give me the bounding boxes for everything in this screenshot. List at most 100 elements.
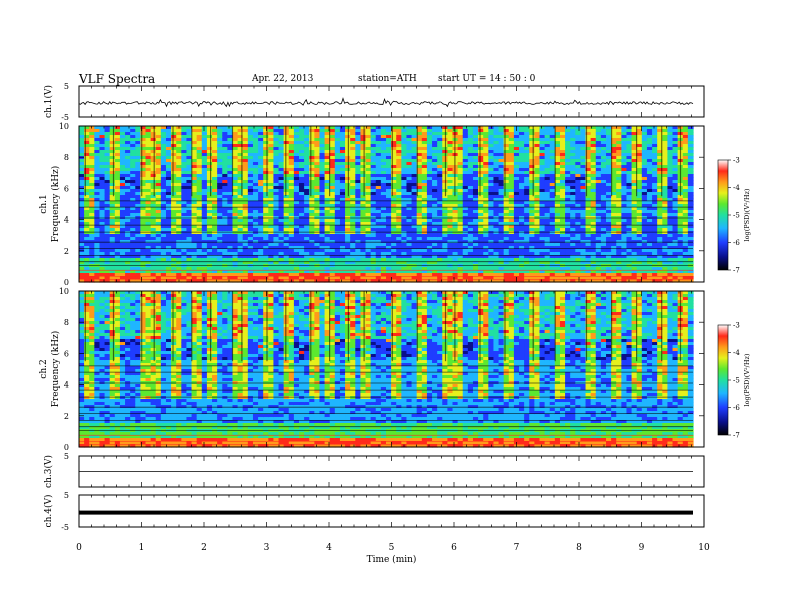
spectrogram-cell bbox=[79, 246, 85, 250]
spectrogram-cell bbox=[355, 165, 362, 169]
spectrogram-cell bbox=[176, 135, 182, 139]
spectrogram-cell bbox=[109, 222, 116, 226]
spectrogram-cell bbox=[99, 237, 106, 241]
spectrogram-cell bbox=[319, 258, 326, 262]
spectrogram-cell bbox=[288, 267, 295, 271]
spectrogram-cell bbox=[309, 270, 315, 274]
spectrogram-cell bbox=[350, 210, 356, 214]
spectrogram-cell bbox=[222, 192, 228, 196]
spectrogram-cell bbox=[217, 258, 223, 262]
spectrogram-cell bbox=[140, 243, 147, 247]
spectrogram-cell bbox=[191, 258, 198, 262]
spectrogram-cell bbox=[99, 165, 106, 169]
spectrogram-cell bbox=[242, 279, 249, 283]
spectrogram-cell bbox=[350, 183, 356, 187]
spectrogram-cell bbox=[196, 255, 203, 259]
spectrogram-cell bbox=[273, 171, 280, 175]
spectrogram-cell bbox=[84, 144, 90, 148]
spectrogram-cell bbox=[79, 252, 85, 256]
spectrogram-cell bbox=[258, 198, 264, 202]
spectrogram-cell bbox=[89, 165, 95, 169]
spectrogram-cell bbox=[109, 129, 116, 133]
spectrogram-cell bbox=[273, 141, 280, 145]
spectrogram-cell bbox=[201, 234, 208, 238]
spectrogram-cell bbox=[119, 210, 126, 214]
spectrogram-cell bbox=[263, 129, 269, 133]
spectrogram-cell bbox=[293, 177, 300, 181]
spectrogram-cell bbox=[186, 249, 193, 253]
spectrogram-cell bbox=[201, 186, 208, 190]
spectrogram-cell bbox=[165, 132, 172, 136]
spectrogram-cell bbox=[309, 183, 315, 187]
spectrogram-cell bbox=[355, 276, 362, 280]
spectrogram-cell bbox=[252, 162, 259, 166]
spectrogram-cell bbox=[319, 276, 326, 280]
spectrogram-cell bbox=[309, 213, 315, 217]
spectrogram-cell bbox=[237, 126, 244, 130]
spectrogram-cell bbox=[140, 150, 147, 154]
spectrogram-cell bbox=[155, 165, 162, 169]
spectrogram-cell bbox=[94, 207, 101, 211]
spectrogram-cell bbox=[79, 150, 85, 154]
spectrogram-cell bbox=[293, 135, 300, 139]
spectrogram-cell bbox=[79, 258, 85, 262]
spectrogram-cell bbox=[273, 261, 280, 265]
spectrogram-cell bbox=[150, 186, 157, 190]
spectrogram-cell bbox=[191, 276, 198, 280]
spectrogram-cell bbox=[171, 225, 177, 229]
spectrogram-cell bbox=[273, 219, 280, 223]
spectrogram-cell bbox=[350, 201, 356, 205]
spectrogram-cell bbox=[212, 180, 218, 184]
spectrogram-cell bbox=[339, 162, 346, 166]
spectrogram-cell bbox=[155, 225, 162, 229]
spectrogram-cell bbox=[278, 222, 285, 226]
spectrogram-cell bbox=[165, 174, 172, 178]
spectrogram-cell bbox=[242, 174, 249, 178]
spectrogram-cell bbox=[89, 138, 95, 142]
spectrogram-cell bbox=[160, 267, 167, 271]
spectrogram-cell bbox=[293, 168, 300, 172]
spectrogram-cell bbox=[247, 153, 254, 157]
spectrogram-cell bbox=[201, 249, 208, 253]
spectrogram-cell bbox=[125, 237, 131, 241]
spectrogram-cell bbox=[89, 147, 95, 151]
spectrogram-cell bbox=[268, 279, 275, 283]
spectrogram-cell bbox=[299, 261, 305, 265]
spectrogram-cell bbox=[145, 237, 152, 241]
spectrogram-cell bbox=[237, 195, 244, 199]
spectrogram-cell bbox=[222, 231, 228, 235]
spectrogram-cell bbox=[329, 141, 336, 145]
spectrogram-cell bbox=[94, 246, 101, 250]
spectrogram-cell bbox=[89, 261, 95, 265]
spectrogram-cell bbox=[89, 279, 95, 283]
spectrogram-cell bbox=[345, 267, 351, 271]
spectrogram-cell bbox=[247, 129, 254, 133]
spectrogram-cell bbox=[206, 252, 213, 256]
spectrogram-cell bbox=[314, 261, 321, 265]
spectrogram-cell bbox=[309, 138, 315, 142]
spectrogram-cell bbox=[155, 258, 162, 262]
spectrogram-cell bbox=[145, 153, 152, 157]
spectrogram-cell bbox=[206, 159, 213, 163]
spectrogram-cell bbox=[304, 186, 310, 190]
spectrogram-cell bbox=[314, 195, 321, 199]
spectrogram-cell bbox=[227, 210, 234, 214]
spectrogram-cell bbox=[217, 210, 223, 214]
spectrogram-cell bbox=[288, 225, 295, 229]
spectrogram-cell bbox=[355, 222, 362, 226]
spectrogram-cell bbox=[186, 204, 193, 208]
spectrogram-cell bbox=[130, 141, 136, 145]
spectrogram-cell bbox=[84, 267, 90, 271]
spectrogram-cell bbox=[171, 249, 177, 253]
spectrogram-cell bbox=[140, 276, 147, 280]
spectrogram-cell bbox=[125, 162, 131, 166]
spectrogram-cell bbox=[145, 279, 152, 283]
spectrogram-cell bbox=[232, 162, 239, 166]
spectrogram-cell bbox=[217, 144, 223, 148]
spectrogram-cell bbox=[334, 276, 341, 280]
spectrogram-cell bbox=[319, 186, 326, 190]
spectrogram-cell bbox=[319, 183, 326, 187]
spectrogram-cell bbox=[314, 222, 321, 226]
spectrogram-cell bbox=[79, 141, 85, 145]
spectrogram-cell bbox=[355, 162, 362, 166]
